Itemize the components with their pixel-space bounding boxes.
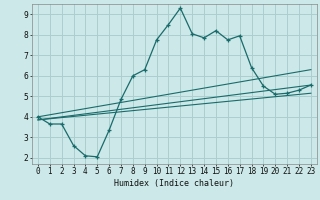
X-axis label: Humidex (Indice chaleur): Humidex (Indice chaleur) bbox=[115, 179, 234, 188]
